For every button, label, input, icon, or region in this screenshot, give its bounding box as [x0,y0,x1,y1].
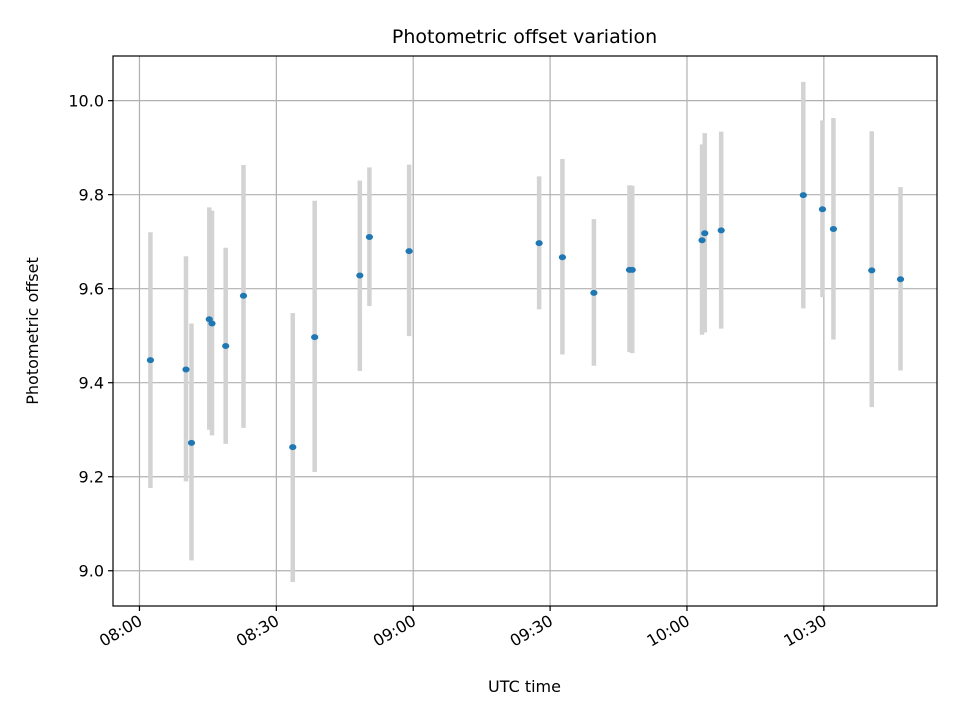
data-point [208,320,216,327]
data-point [239,292,248,299]
data-points [146,192,905,451]
data-point [311,334,319,341]
data-point [799,192,807,199]
data-point [717,227,725,234]
x-axis-label: UTC time [488,677,561,696]
data-point [365,233,374,240]
data-point [818,206,827,213]
y-tick-label: 9.4 [79,374,104,393]
data-point [187,439,196,446]
plot-frame [112,55,938,607]
data-point [701,230,709,237]
data-point [146,357,155,364]
chart-title: Photometric offset variation [392,26,657,48]
y-axis-ticks: 9.0 9.2 9.4 9.6 9.8 10.0 [68,92,113,581]
data-point [222,343,230,350]
data-point [590,289,598,296]
y-tick-label: 10.0 [68,92,104,111]
data-point [558,254,567,261]
y-tick-label: 9.8 [79,186,104,205]
data-point [289,444,297,451]
y-tick-label: 9.6 [79,280,104,299]
data-point [356,272,364,279]
data-point [698,237,706,244]
y-tick-label: 9.2 [79,468,104,487]
data-point [405,248,413,255]
data-point [628,266,636,273]
data-point [182,366,190,373]
y-tick-label: 9.0 [79,562,104,581]
data-point [896,276,905,283]
data-point [868,267,876,274]
y-axis-label: Photometric offset [23,257,42,405]
data-point [535,240,543,247]
data-point [829,225,838,232]
